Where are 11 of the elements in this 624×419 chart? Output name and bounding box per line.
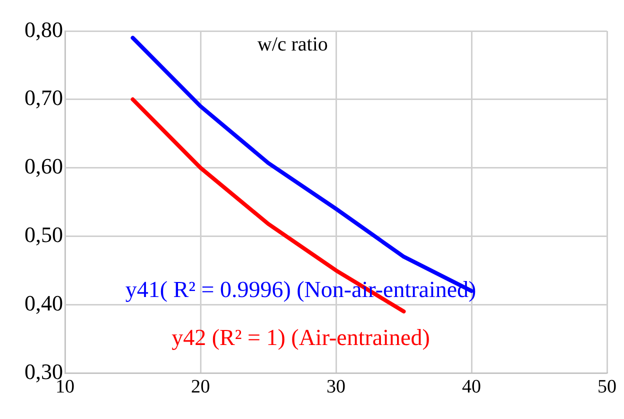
x-tick-label: 30: [326, 376, 346, 398]
annotation: y42 (R² = 1) (Air-entrained): [172, 324, 430, 350]
y-tick-label: 0,40: [24, 290, 63, 316]
y-tick-label: 0,70: [24, 85, 63, 110]
chart-title: w/c ratio: [257, 33, 328, 56]
y-tick-label: 0,60: [24, 154, 63, 179]
x-tick-label: 40: [462, 376, 481, 398]
y-tick-label: 0,50: [24, 222, 63, 247]
x-tick-label: 20: [191, 376, 210, 398]
x-tick-label: 50: [598, 376, 616, 398]
y-tick-label: 0,80: [24, 16, 63, 42]
